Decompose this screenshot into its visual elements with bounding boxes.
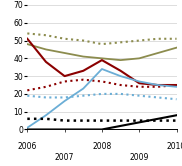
Text: 2010: 2010 [167, 142, 182, 151]
Text: 2009: 2009 [130, 153, 149, 162]
Text: 2008: 2008 [92, 142, 112, 151]
Text: 2006: 2006 [18, 142, 37, 151]
Text: 2007: 2007 [55, 153, 74, 162]
